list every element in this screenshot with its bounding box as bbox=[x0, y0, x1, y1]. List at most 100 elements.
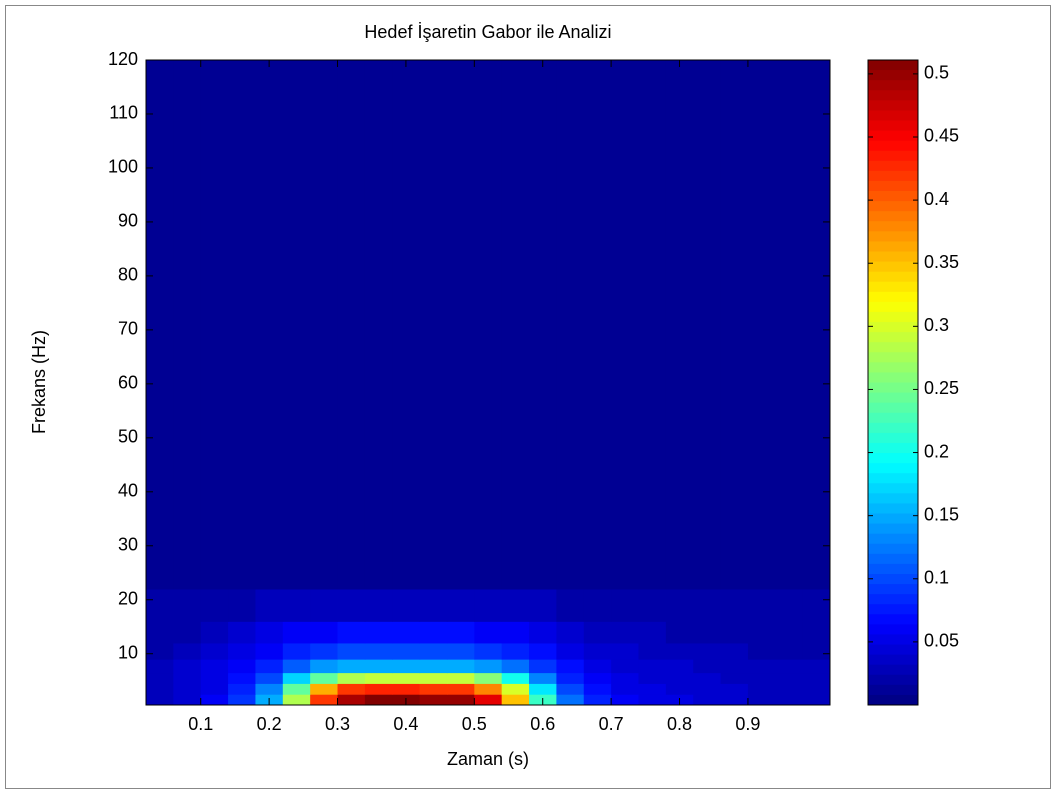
heatmap-cell bbox=[556, 694, 585, 705]
heatmap-cell bbox=[693, 588, 722, 622]
heatmap-cell bbox=[173, 672, 202, 684]
heatmap-cell bbox=[665, 672, 694, 684]
colorbar-swatch bbox=[868, 594, 918, 605]
heatmap-cell bbox=[364, 588, 393, 622]
x-tick-label: 0.8 bbox=[667, 714, 692, 734]
heatmap-cell bbox=[200, 642, 229, 660]
colorbar-swatch bbox=[868, 60, 918, 71]
x-tick-label: 0.6 bbox=[530, 714, 555, 734]
colorbar-swatch bbox=[868, 533, 918, 545]
heatmap-cell bbox=[665, 621, 694, 644]
heatmap-cell bbox=[419, 659, 448, 674]
heatmap-cell bbox=[583, 588, 612, 622]
colorbar-swatch bbox=[868, 100, 918, 111]
heatmap-cell bbox=[310, 672, 339, 684]
colorbar-swatch bbox=[868, 392, 918, 404]
heatmap-cell bbox=[775, 60, 804, 590]
heatmap-cell bbox=[446, 621, 475, 644]
heatmap-cell bbox=[556, 642, 585, 660]
colorbar-swatch bbox=[868, 523, 918, 535]
heatmap-cell bbox=[501, 672, 530, 684]
heatmap-cell bbox=[556, 588, 585, 622]
colorbar-swatch bbox=[868, 120, 918, 132]
heatmap-cell bbox=[802, 588, 830, 622]
heatmap-cell bbox=[720, 659, 749, 674]
heatmap-cell bbox=[747, 683, 776, 695]
colorbar-tick-label: 0.05 bbox=[924, 631, 959, 651]
colorbar-swatch bbox=[868, 503, 918, 515]
heatmap-cell bbox=[146, 60, 174, 590]
heatmap-cell bbox=[720, 642, 749, 660]
heatmap-cell bbox=[228, 588, 256, 622]
heatmap-cell bbox=[282, 672, 311, 684]
heatmap-cell bbox=[200, 672, 229, 684]
heatmap-cell bbox=[146, 659, 174, 674]
colorbar-swatch bbox=[868, 251, 918, 263]
heatmap-cell bbox=[720, 621, 749, 644]
y-tick-label: 80 bbox=[118, 265, 138, 285]
heatmap-cell bbox=[146, 588, 174, 622]
x-tick-label: 0.9 bbox=[735, 714, 760, 734]
heatmap-cell bbox=[446, 642, 475, 660]
heatmap-cell bbox=[255, 642, 284, 660]
colorbar-swatch bbox=[868, 160, 918, 172]
heatmap-cell bbox=[337, 588, 366, 622]
heatmap-cell bbox=[173, 60, 202, 590]
x-axis-label: Zaman (s) bbox=[447, 749, 529, 769]
heatmap-cell bbox=[282, 642, 311, 660]
heatmap-cell bbox=[200, 683, 229, 695]
heatmap-cell bbox=[474, 621, 503, 644]
heatmap-cell bbox=[364, 683, 393, 695]
colorbar-swatch bbox=[868, 453, 918, 464]
heatmap-cell bbox=[173, 621, 202, 644]
colorbar-swatch bbox=[868, 311, 918, 323]
colorbar-swatch bbox=[868, 231, 918, 242]
heatmap-cell bbox=[337, 672, 366, 684]
heatmap-cell bbox=[775, 621, 804, 644]
heatmap-cell bbox=[556, 683, 585, 695]
heatmap-cell bbox=[775, 588, 804, 622]
heatmap-cell bbox=[693, 683, 722, 695]
heatmap-cell bbox=[310, 694, 339, 705]
x-tick-label: 0.7 bbox=[599, 714, 624, 734]
heatmap-cell bbox=[228, 60, 256, 590]
colorbar-swatch bbox=[868, 402, 918, 414]
heatmap-cell bbox=[255, 621, 284, 644]
heatmap-cell bbox=[665, 588, 694, 622]
y-tick-label: 40 bbox=[118, 481, 138, 501]
heatmap-cell bbox=[255, 683, 284, 695]
colorbar-swatch bbox=[868, 221, 918, 232]
heatmap-cell bbox=[364, 621, 393, 644]
heatmap-cell bbox=[474, 683, 503, 695]
colorbar-tick-label: 0.4 bbox=[924, 189, 949, 209]
colorbar-swatch bbox=[868, 90, 918, 101]
heatmap-cell bbox=[310, 642, 339, 660]
heatmap-cell bbox=[529, 659, 557, 674]
heatmap-cell bbox=[364, 694, 393, 705]
heatmap-cell bbox=[693, 694, 722, 705]
heatmap-cell bbox=[228, 642, 256, 660]
heatmap-cell bbox=[228, 659, 256, 674]
heatmap-cell bbox=[446, 60, 475, 590]
heatmap-cell bbox=[665, 683, 694, 695]
heatmap-cell bbox=[583, 694, 612, 705]
heatmap-cell bbox=[802, 60, 830, 590]
colorbar-tick-label: 0.45 bbox=[924, 126, 959, 146]
heatmap-cell bbox=[146, 621, 174, 644]
heatmap-cell bbox=[501, 694, 530, 705]
heatmap-cell bbox=[255, 60, 284, 590]
heatmap-cell bbox=[775, 659, 804, 674]
heatmap-cell bbox=[501, 621, 530, 644]
colorbar-swatch bbox=[868, 130, 918, 142]
heatmap-cell bbox=[529, 588, 557, 622]
heatmap-cell bbox=[200, 694, 229, 705]
heatmap-cell bbox=[529, 642, 557, 660]
x-tick-label: 0.3 bbox=[325, 714, 350, 734]
heatmap-cell bbox=[583, 642, 612, 660]
x-tick-label: 0.5 bbox=[462, 714, 487, 734]
heatmap-cell bbox=[474, 672, 503, 684]
heatmap-cell bbox=[200, 588, 229, 622]
heatmap-cell bbox=[583, 683, 612, 695]
colorbar-swatch bbox=[868, 372, 918, 383]
colorbar-swatch bbox=[868, 463, 918, 474]
